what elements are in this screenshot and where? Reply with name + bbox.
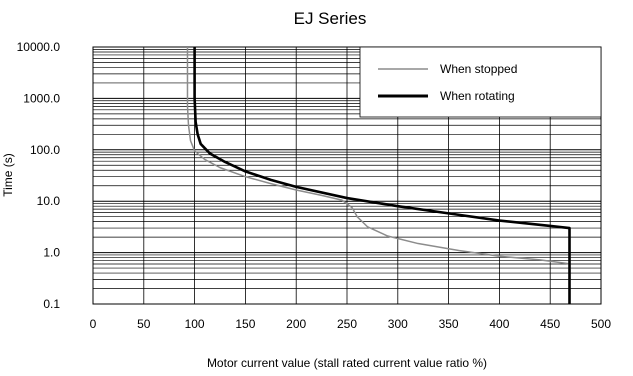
series-line-when-stopped — [186, 47, 571, 265]
x-tick-label: 50 — [137, 317, 151, 331]
series-layer — [186, 47, 571, 304]
series-line-when-rotating — [193, 47, 571, 304]
chart-title: EJ Series — [294, 9, 367, 28]
x-tick-label: 150 — [235, 317, 255, 331]
x-tick-label: 200 — [286, 317, 306, 331]
y-axis-label: Time (s) — [1, 153, 15, 197]
x-tick-label: 450 — [540, 317, 560, 331]
y-tick-labels: 0.1 1.0 10.0 100.0 1000.0 10000.0 — [17, 40, 61, 311]
x-tick-label: 350 — [439, 317, 459, 331]
legend-label-rotating: When rotating — [440, 89, 515, 103]
x-tick-label: 250 — [337, 317, 357, 331]
y-tick-label: 100.0 — [30, 143, 60, 157]
x-tick-label: 0 — [90, 317, 97, 331]
x-tick-label: 500 — [591, 317, 611, 331]
x-axis-label: Motor current value (stall rated current… — [207, 356, 487, 370]
x-tick-label: 300 — [388, 317, 408, 331]
x-tick-label: 100 — [185, 317, 205, 331]
y-tick-label: 1.0 — [43, 246, 60, 260]
y-tick-label: 10.0 — [37, 194, 61, 208]
legend-box — [359, 46, 602, 118]
legend: When stopped When rotating — [359, 46, 602, 118]
y-tick-label: 10000.0 — [17, 40, 61, 54]
y-tick-label: 0.1 — [43, 297, 60, 311]
legend-label-stopped: When stopped — [440, 62, 517, 76]
y-tick-label: 1000.0 — [23, 91, 60, 105]
x-tick-label: 400 — [489, 317, 509, 331]
x-tick-labels: 0 50 100 150 200 250 300 350 400 450 500 — [90, 317, 612, 331]
plot-frame — [92, 46, 602, 305]
